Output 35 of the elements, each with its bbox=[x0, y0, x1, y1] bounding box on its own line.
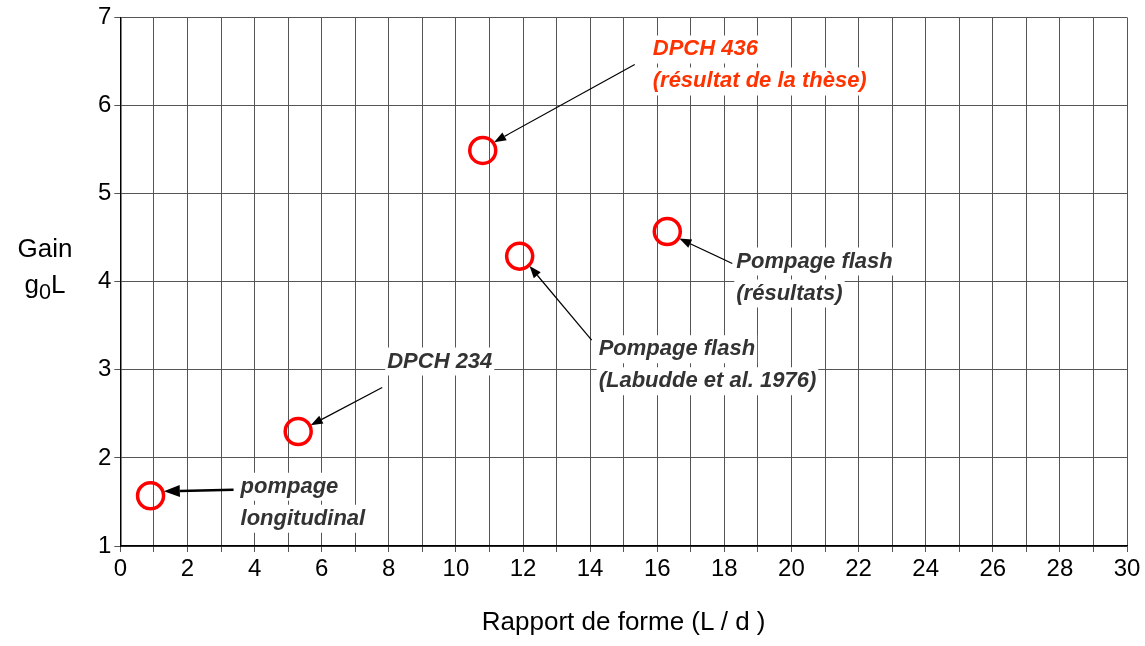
x-tick-label: 8 bbox=[382, 554, 396, 582]
y-tick-label: 2 bbox=[97, 442, 112, 470]
x-tick-label: 20 bbox=[778, 554, 805, 582]
annotation: Pompage flash (Labudde et al. 1976) bbox=[598, 335, 817, 393]
point bbox=[504, 241, 535, 271]
x-tick-label: 4 bbox=[247, 554, 262, 582]
point bbox=[652, 216, 683, 247]
x-tick-label: 0 bbox=[113, 554, 128, 582]
annotation: DPCH 234 bbox=[387, 347, 493, 373]
x-axis-title: Rapport de forme (L / d ) bbox=[481, 605, 766, 636]
y-tick-label: 1 bbox=[97, 530, 112, 558]
x-tick-label: 22 bbox=[845, 554, 872, 582]
y-tick-label: 6 bbox=[97, 90, 112, 118]
x-tick-label: 10 bbox=[442, 554, 470, 582]
x-tick-label: 18 bbox=[710, 554, 738, 582]
y-tick-label: 7 bbox=[97, 2, 112, 30]
x-tick-label: 24 bbox=[912, 554, 940, 582]
x-tick-label: 2 bbox=[180, 554, 195, 582]
y-axis-title: Gain g$_{0}$L bbox=[16, 232, 74, 307]
x-tick-label: 12 bbox=[509, 554, 537, 582]
point bbox=[135, 481, 166, 511]
x-tick-label: 28 bbox=[1046, 554, 1074, 582]
x-tick-label: 16 bbox=[643, 554, 671, 582]
x-tick-label: 14 bbox=[576, 554, 604, 582]
y-tick-label: 5 bbox=[97, 178, 112, 206]
annotation: pompage longitudinal bbox=[239, 472, 367, 530]
point bbox=[283, 416, 313, 447]
x-tick-label: 26 bbox=[979, 554, 1007, 582]
y-tick-label: 4 bbox=[97, 266, 112, 294]
x-tick-label: 30 bbox=[1113, 554, 1141, 582]
point bbox=[467, 135, 498, 166]
y-tick-label: 3 bbox=[97, 354, 112, 382]
x-tick-label: 6 bbox=[315, 554, 329, 582]
annotation: Pompage flash (résultats) bbox=[736, 247, 893, 305]
annotation: DPCH 436 (résultat de la thèse) bbox=[652, 35, 867, 93]
